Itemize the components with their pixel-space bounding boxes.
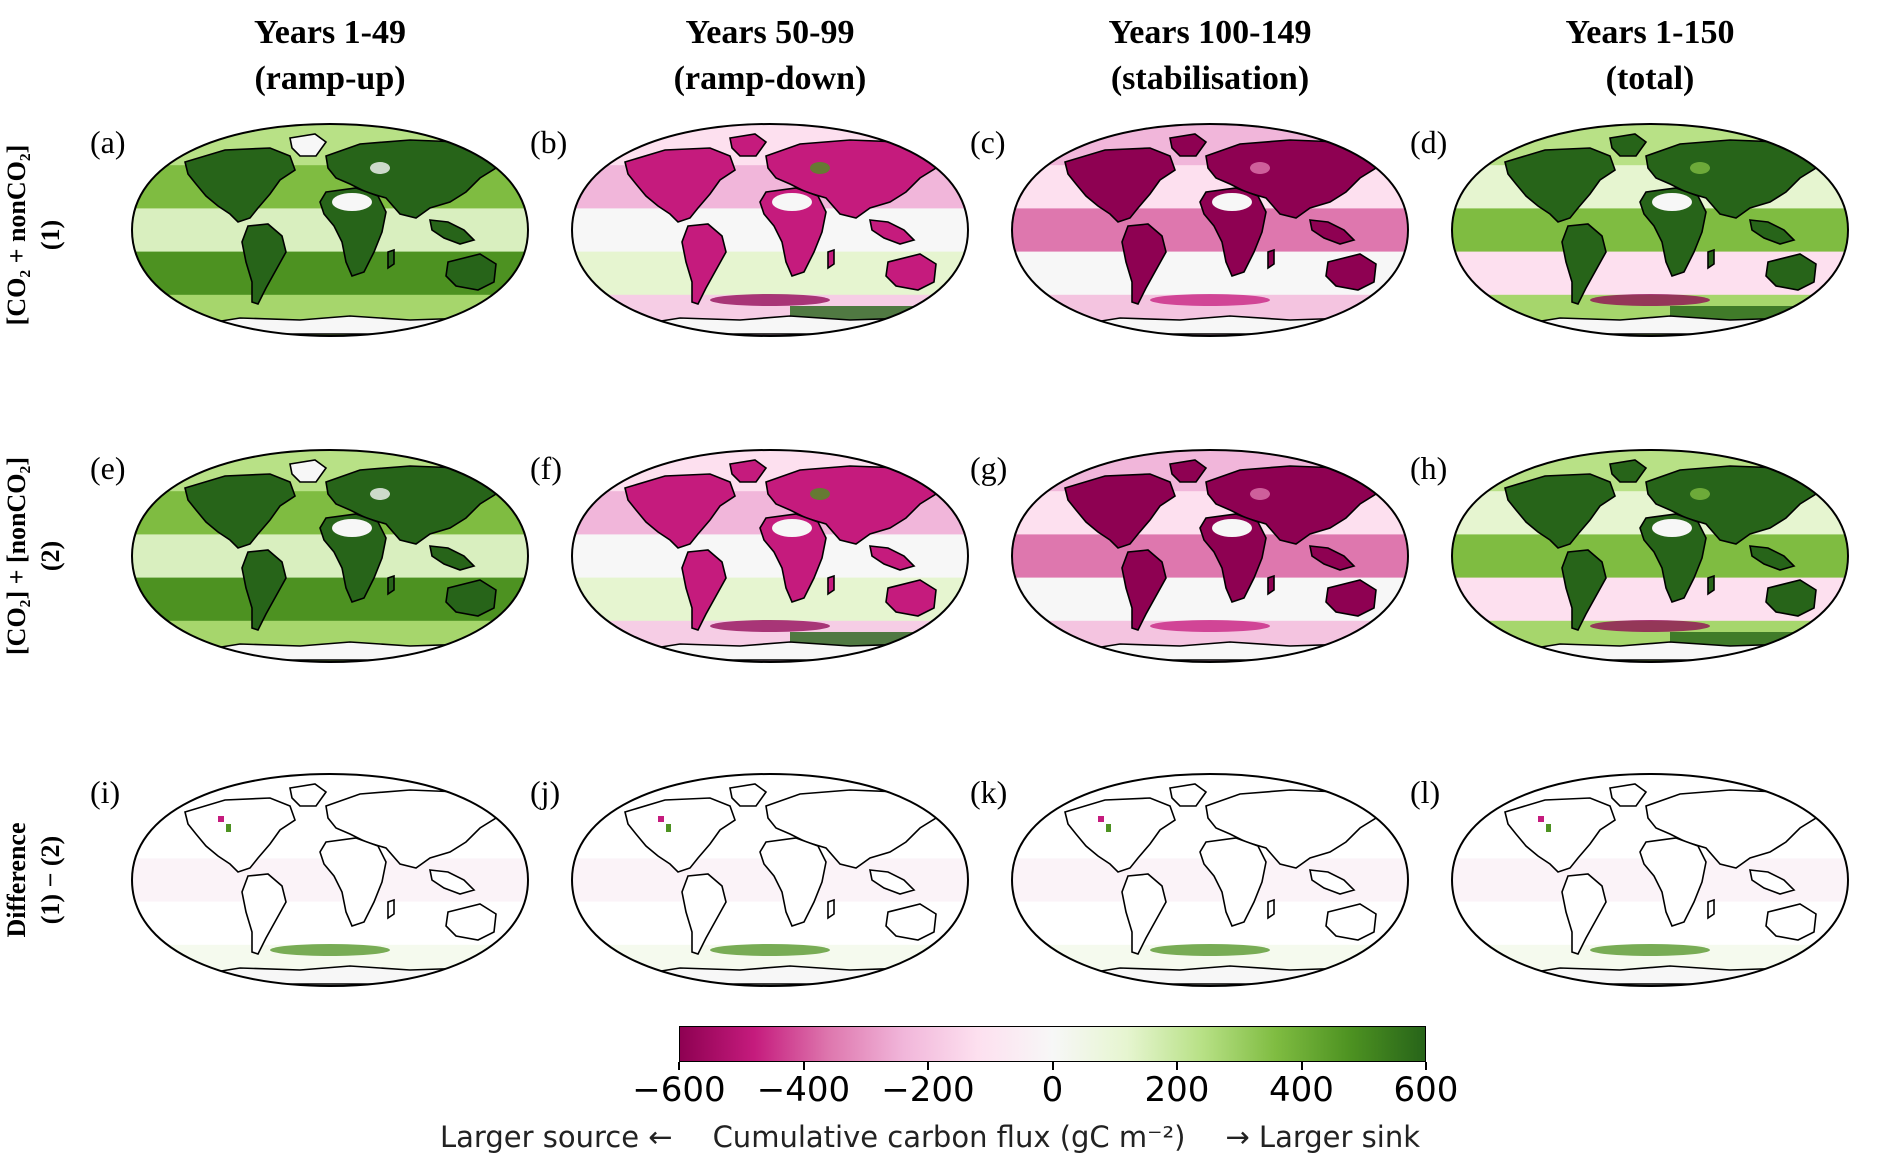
map-panel-f — [570, 448, 970, 664]
panel-label: (i) — [90, 774, 121, 810]
colorbar-tick-label: −600 — [632, 1070, 726, 1110]
colorbar-caption-source: Larger source ← — [440, 1120, 673, 1154]
colorbar-caption: Larger source ← Cumulative carbon flux (… — [440, 1120, 1640, 1154]
panel-label: (g) — [970, 450, 1008, 486]
panel-label: (h) — [1410, 450, 1448, 486]
colorbar-tick-mark — [927, 1062, 929, 1070]
column-title-2: Years 50-99 (ramp-down) — [590, 10, 950, 102]
colorbar-caption-title: Cumulative carbon flux (gC m⁻²) — [712, 1120, 1186, 1154]
column-title-1: Years 1-49 (ramp-up) — [150, 10, 510, 102]
column-title-3: Years 100-149 (stabilisation) — [1030, 10, 1390, 102]
column-title-3-phase: (stabilisation) — [1110, 60, 1310, 97]
colorbar-tick-label: 400 — [1269, 1070, 1334, 1110]
colorbar — [679, 1026, 1426, 1062]
colorbar-tick-mark — [678, 1062, 680, 1070]
map-panel-c — [1010, 122, 1410, 338]
column-title-4-years: Years 1-150 — [1565, 14, 1735, 51]
map-panel-e — [130, 448, 530, 664]
panel-label: (f) — [530, 450, 562, 486]
colorbar-tick-mark — [802, 1062, 805, 1070]
column-title-2-years: Years 50-99 — [685, 14, 855, 51]
row-label-2-scenario: [CO₂] + [nonCO₂] — [2, 457, 31, 655]
map-panel-k — [1010, 772, 1410, 988]
panel-label: (e) — [90, 450, 126, 486]
row-label-1: [CO₂ + nonCO₂] (1) — [0, 75, 100, 395]
colorbar-tick-label: −400 — [756, 1070, 851, 1110]
map-panel-i — [130, 772, 530, 988]
colorbar-tick-mark — [1425, 1062, 1427, 1070]
map-panel-b — [570, 122, 970, 338]
row-label-2: [CO₂] + [nonCO₂] (2) — [0, 396, 100, 716]
row-label-3-scenario: Difference — [2, 822, 31, 938]
column-title-2-phase: (ramp-down) — [673, 60, 867, 97]
colorbar-tick-label: 200 — [1144, 1070, 1210, 1110]
colorbar-tick-label: −200 — [881, 1070, 975, 1110]
panel-label: (a) — [90, 124, 126, 160]
column-title-1-years: Years 1-49 — [253, 14, 407, 51]
column-title-3-years: Years 100-149 — [1108, 14, 1312, 51]
map-panel-g — [1010, 448, 1410, 664]
map-panel-l — [1450, 772, 1850, 988]
map-panel-d — [1450, 122, 1850, 338]
row-label-3-id: (1) − (2) — [36, 835, 65, 925]
column-title-4: Years 1-150 (total) — [1470, 10, 1830, 102]
colorbar-tick-label: 600 — [1393, 1070, 1459, 1110]
panel-label: (j) — [530, 774, 561, 810]
map-panel-j — [570, 772, 970, 988]
column-title-1-phase: (ramp-up) — [254, 60, 406, 97]
panel-label: (l) — [1410, 774, 1441, 810]
row-label-3: Difference (1) − (2) — [0, 720, 100, 1040]
map-panel-a — [130, 122, 530, 338]
row-label-1-scenario: [CO₂ + nonCO₂] — [2, 144, 31, 326]
panel-label: (b) — [530, 124, 568, 160]
colorbar-tick-label: 0 — [1041, 1070, 1064, 1110]
colorbar-tick-mark — [1176, 1062, 1178, 1070]
map-panel-h — [1450, 448, 1850, 664]
panel-label: (c) — [970, 124, 1006, 160]
row-label-2-id: (2) — [36, 540, 65, 572]
colorbar-tick-mark — [1300, 1062, 1303, 1070]
panel-label: (k) — [970, 774, 1008, 810]
panel-label: (d) — [1410, 124, 1448, 160]
column-title-4-phase: (total) — [1605, 60, 1695, 97]
colorbar-tick-mark — [1051, 1062, 1054, 1070]
row-label-1-id: (1) — [36, 219, 65, 251]
colorbar-caption-sink: → Larger sink — [1225, 1120, 1420, 1154]
